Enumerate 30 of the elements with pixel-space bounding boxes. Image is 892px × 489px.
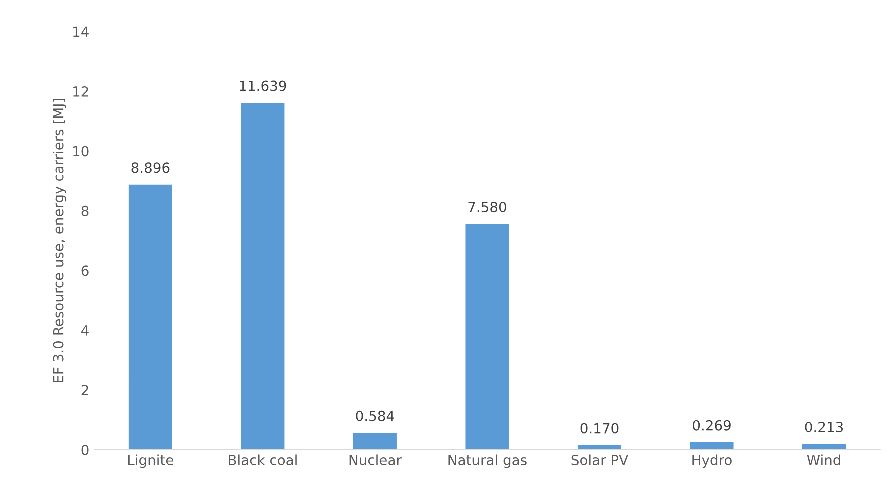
- data-label: 0.170: [580, 423, 619, 434]
- y-tick-label: 2: [82, 385, 88, 396]
- x-tick-label: Black coal: [229, 454, 297, 466]
- x-tick-label: Natural gas: [448, 454, 527, 468]
- y-tick-label: 6: [82, 266, 89, 276]
- y-tick-label: 12: [74, 86, 88, 97]
- bar: [464, 222, 511, 450]
- data-label: 0.269: [693, 420, 731, 431]
- bar: [128, 184, 174, 450]
- bar: [352, 432, 398, 450]
- data-label: 0.584: [356, 410, 394, 422]
- bar: [240, 102, 286, 450]
- data-label: 11.639: [240, 80, 286, 92]
- data-label: 8.896: [132, 162, 170, 174]
- y-tick-label: 4: [82, 326, 89, 336]
- data-label: 0.213: [805, 422, 844, 432]
- x-tick-label: Solar PV: [572, 454, 628, 466]
- x-tick-label: Wind: [807, 454, 840, 466]
- y-tick-label: 14: [74, 26, 89, 38]
- bar: [576, 444, 623, 450]
- x-tick-label: Lignite: [128, 454, 174, 468]
- x-tick-label: Hydro: [692, 454, 732, 468]
- y-tick-label: 10: [74, 146, 89, 157]
- bar: [688, 441, 736, 450]
- x-tick-label: Nuclear: [350, 454, 402, 466]
- y-tick-label: 0: [82, 444, 89, 456]
- y-tick-label: 8: [82, 206, 89, 216]
- data-label: 7.580: [468, 202, 506, 212]
- bar: [801, 442, 848, 450]
- y-axis-title: EF 3.0 Resource use, energy carriers [MJ]: [53, 99, 66, 382]
